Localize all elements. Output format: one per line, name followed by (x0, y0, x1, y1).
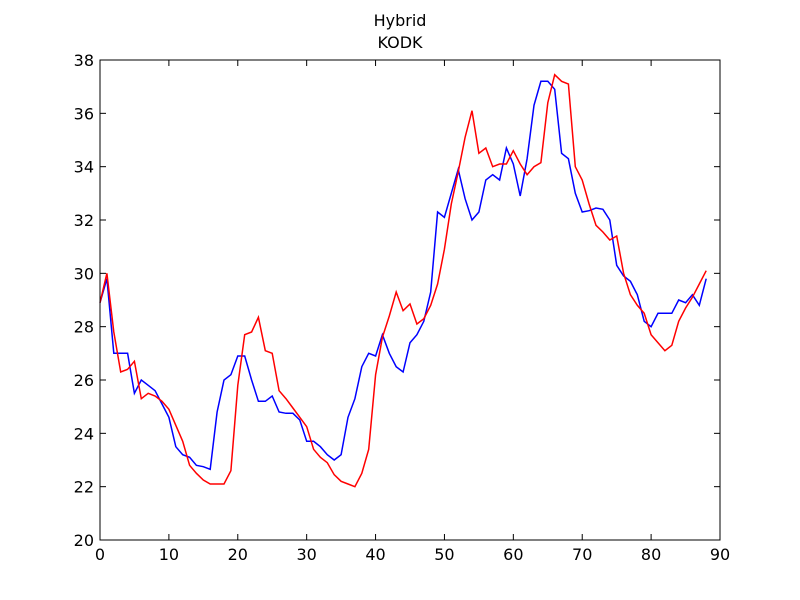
x-tick-label: 50 (434, 545, 454, 564)
x-tick-label: 70 (572, 545, 592, 564)
y-tick-label: 20 (74, 531, 94, 550)
series-line-1 (99, 80, 707, 471)
y-tick-label: 34 (74, 158, 94, 177)
axis-ticks: 0 10 20 30 40 50 60 70 80 90 20 22 24 26 28 30 32 34 36 38 (74, 51, 731, 564)
x-tick-label: 20 (228, 545, 248, 564)
y-tick-label: 32 (74, 211, 94, 230)
x-tick-label: 80 (641, 545, 661, 564)
y-tick-label: 24 (74, 424, 94, 443)
plot-lines (99, 73, 707, 488)
x-tick-label: 0 (95, 545, 105, 564)
x-tick-label: 40 (365, 545, 385, 564)
x-tick-label: 60 (503, 545, 523, 564)
plot-frame (99, 59, 721, 541)
x-tick-label: 10 (159, 545, 179, 564)
chart-title: Hybrid (374, 11, 427, 30)
y-tick-label: 38 (74, 51, 94, 70)
x-tick-label: 30 (296, 545, 316, 564)
y-tick-label: 28 (74, 318, 94, 337)
y-tick-label: 36 (74, 104, 94, 123)
y-tick-label: 26 (74, 371, 94, 390)
chart-subtitle: KODK (377, 33, 423, 52)
x-tick-label: 90 (710, 545, 730, 564)
y-tick-label: 22 (74, 478, 94, 497)
y-tick-label: 30 (74, 264, 94, 283)
series-line-2 (99, 73, 707, 488)
